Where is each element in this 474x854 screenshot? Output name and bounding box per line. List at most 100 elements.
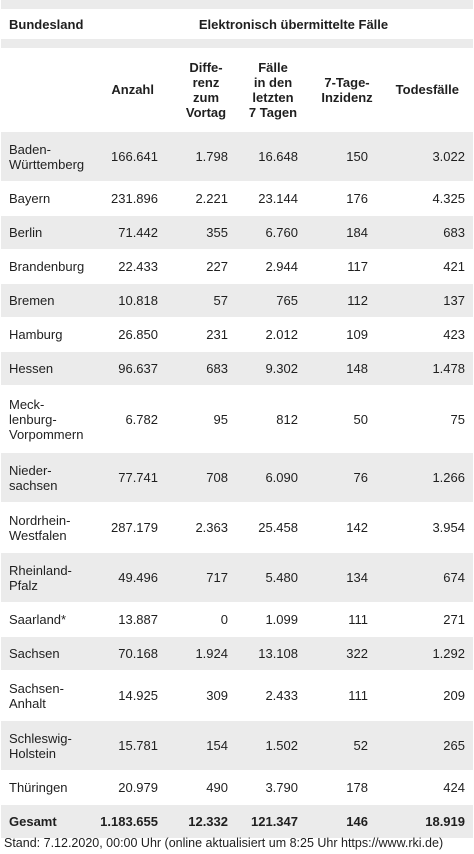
- cell-anzahl: 6.782: [96, 385, 166, 453]
- cell-faelle-7-tage: 2.012: [236, 317, 306, 352]
- cell-inzidenz: 142: [306, 502, 376, 553]
- total-differenz: 12.332: [166, 804, 236, 838]
- cell-anzahl: 287.179: [96, 502, 166, 553]
- table-row: Schleswig- Holstein 15.781 154 1.502 52 265: [1, 720, 473, 771]
- table-row: Nieder-sachsen 77.741 708 6.090 76 1.266: [1, 452, 473, 503]
- total-faelle-7-tage: 121.347: [236, 804, 306, 838]
- cell-anzahl: 14.925: [96, 670, 166, 721]
- row-bundesland: Hamburg: [1, 317, 96, 352]
- cell-inzidenz: 322: [306, 636, 376, 671]
- cell-differenz: 309: [166, 670, 236, 721]
- row-bundesland: Nordrhein- Westfalen: [1, 502, 96, 553]
- cell-todesfaelle: 424: [376, 770, 473, 805]
- table-row: Baden- Württemberg 166.641 1.798 16.648 150 3.…: [1, 131, 473, 182]
- cell-todesfaelle: 421: [376, 249, 473, 284]
- cell-anzahl: 77.741: [96, 452, 166, 503]
- table-row: Saarland* 13.887 0 1.099 111 271: [1, 602, 473, 637]
- cell-todesfaelle: 674: [376, 552, 473, 603]
- table-row: Hessen 96.637 683 9.302 148 1.478: [1, 351, 473, 386]
- cell-inzidenz: 178: [306, 770, 376, 805]
- table-row: Nordrhein- Westfalen 287.179 2.363 25.458 142…: [1, 502, 473, 553]
- row-bundesland: Brandenburg: [1, 249, 96, 284]
- cell-differenz: 231: [166, 317, 236, 352]
- cell-differenz: 355: [166, 215, 236, 250]
- cell-differenz: 2.363: [166, 502, 236, 553]
- header-bundesland: Bundesland: [1, 9, 96, 39]
- row-bundesland: Bayern: [1, 181, 96, 216]
- table-row: Berlin 71.442 355 6.760 184 683: [1, 215, 473, 250]
- cell-faelle-7-tage: 5.480: [236, 552, 306, 603]
- cell-todesfaelle: 137: [376, 283, 473, 318]
- header-row-group: Bundesland Elektronisch übermittelte Fäl…: [1, 9, 473, 39]
- cell-anzahl: 26.850: [96, 317, 166, 352]
- row-bundesland: Thüringen: [1, 770, 96, 805]
- cell-inzidenz: 117: [306, 249, 376, 284]
- cell-anzahl: 231.896: [96, 181, 166, 216]
- cell-inzidenz: 50: [306, 385, 376, 453]
- row-bundesland: Berlin: [1, 215, 96, 250]
- cell-todesfaelle: 3.954: [376, 502, 473, 553]
- row-bundesland: Baden- Württemberg: [1, 131, 96, 182]
- header-group-title: Elektronisch übermittelte Fälle: [96, 9, 473, 39]
- cell-anzahl: 13.887: [96, 602, 166, 637]
- cell-differenz: 0: [166, 602, 236, 637]
- cases-table: Bundesland Elektronisch übermittelte Fäl…: [1, 0, 473, 838]
- cell-faelle-7-tage: 6.090: [236, 452, 306, 503]
- cell-faelle-7-tage: 2.944: [236, 249, 306, 284]
- cell-faelle-7-tage: 9.302: [236, 351, 306, 386]
- cell-todesfaelle: 1.266: [376, 452, 473, 503]
- cell-anzahl: 70.168: [96, 636, 166, 671]
- cell-faelle-7-tage: 2.433: [236, 670, 306, 721]
- table-row: Meck-lenburg- Vorpommern 6.782 95 812 50 75: [1, 385, 473, 453]
- row-bundesland: Sachsen- Anhalt: [1, 670, 96, 721]
- table-row: Bremen 10.818 57 765 112 137: [1, 283, 473, 318]
- cell-inzidenz: 184: [306, 215, 376, 250]
- cell-todesfaelle: 1.478: [376, 351, 473, 386]
- cell-faelle-7-tage: 765: [236, 283, 306, 318]
- cell-inzidenz: 111: [306, 670, 376, 721]
- cell-differenz: 95: [166, 385, 236, 453]
- cell-differenz: 2.221: [166, 181, 236, 216]
- table-row: Rheinland- Pfalz 49.496 717 5.480 134 674: [1, 552, 473, 603]
- cell-todesfaelle: 75: [376, 385, 473, 453]
- table-row: Sachsen 70.168 1.924 13.108 322 1.292: [1, 636, 473, 671]
- cell-differenz: 1.798: [166, 131, 236, 182]
- row-bundesland: Sachsen: [1, 636, 96, 671]
- cell-todesfaelle: 423: [376, 317, 473, 352]
- cell-inzidenz: 148: [306, 351, 376, 386]
- cell-differenz: 717: [166, 552, 236, 603]
- cell-anzahl: 71.442: [96, 215, 166, 250]
- cell-inzidenz: 109: [306, 317, 376, 352]
- row-bundesland: Hessen: [1, 351, 96, 386]
- cell-faelle-7-tage: 3.790: [236, 770, 306, 805]
- cell-inzidenz: 134: [306, 552, 376, 603]
- table-row: Brandenburg 22.433 227 2.944 117 421: [1, 249, 473, 284]
- cell-todesfaelle: 265: [376, 720, 473, 771]
- cell-faelle-7-tage: 25.458: [236, 502, 306, 553]
- row-bundesland: Saarland*: [1, 602, 96, 637]
- footer-note: Stand: 7.12.2020, 00:00 Uhr (online aktu…: [4, 836, 444, 850]
- total-todesfaelle: 18.919: [376, 804, 473, 838]
- table-row: Thüringen 20.979 490 3.790 178 424: [1, 770, 473, 805]
- top-spacer: [1, 0, 473, 9]
- header-empty: [1, 48, 96, 132]
- cell-anzahl: 22.433: [96, 249, 166, 284]
- cell-differenz: 683: [166, 351, 236, 386]
- row-bundesland: Meck-lenburg- Vorpommern: [1, 385, 96, 453]
- header-differenz: Diffe-renz zum Vortag: [166, 48, 236, 132]
- cell-inzidenz: 176: [306, 181, 376, 216]
- cell-differenz: 227: [166, 249, 236, 284]
- cell-faelle-7-tage: 6.760: [236, 215, 306, 250]
- table-row: Hamburg 26.850 231 2.012 109 423: [1, 317, 473, 352]
- header-todesfaelle: Todesfälle: [376, 48, 473, 132]
- cell-differenz: 1.924: [166, 636, 236, 671]
- cell-anzahl: 49.496: [96, 552, 166, 603]
- cell-faelle-7-tage: 1.099: [236, 602, 306, 637]
- cell-todesfaelle: 1.292: [376, 636, 473, 671]
- cell-todesfaelle: 3.022: [376, 131, 473, 182]
- header-gap: [1, 39, 473, 48]
- cell-inzidenz: 150: [306, 131, 376, 182]
- cell-faelle-7-tage: 812: [236, 385, 306, 453]
- cell-anzahl: 96.637: [96, 351, 166, 386]
